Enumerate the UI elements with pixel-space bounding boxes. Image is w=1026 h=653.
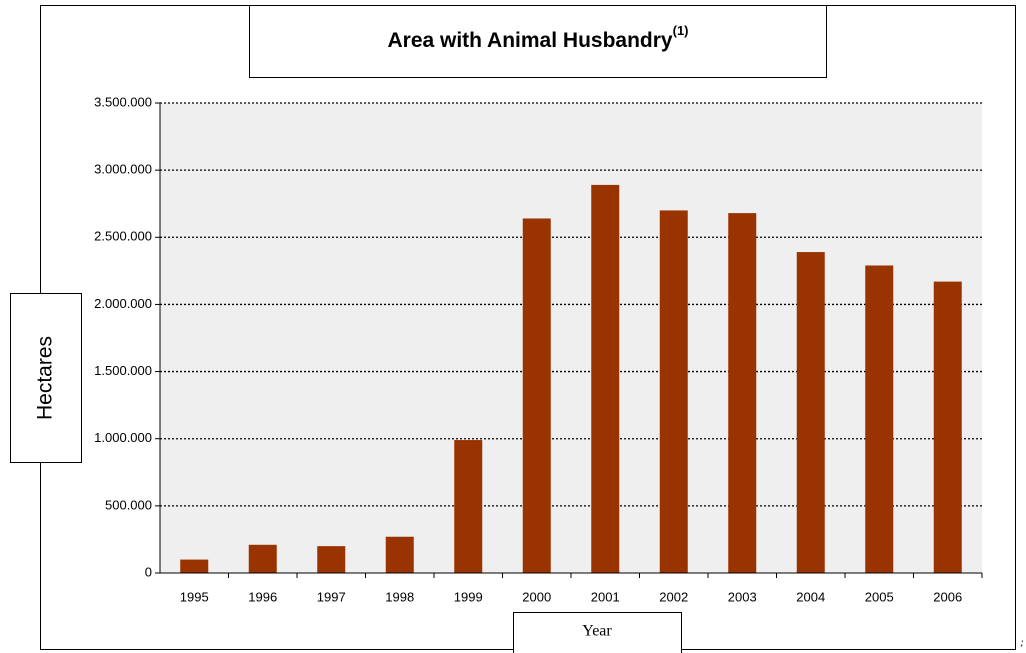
bar [317,546,346,573]
x-tick-label: 2005 [865,589,894,604]
x-tick-label: 1996 [248,589,277,604]
y-tick-label: 0 [145,564,152,579]
bar [659,210,688,573]
y-tick-label: 3.000.000 [94,162,152,177]
x-tick-label: 2001 [591,589,620,604]
x-tick-label: 1999 [454,589,483,604]
x-tick-label: 2000 [522,589,551,604]
x-tick-label: 1995 [180,589,209,604]
y-axis-label: Hectares [34,336,57,420]
chart-title: Area with Animal Husbandry(1) [387,23,688,51]
bar [248,544,277,573]
x-tick-label: 2006 [933,589,962,604]
corner-mark: ; [1020,637,1024,649]
bar [865,265,894,573]
title-box [249,5,827,78]
bar [933,281,962,573]
x-label-box [513,612,682,653]
title-text: Area with Animal Husbandry [387,29,672,52]
y-tick-label: 500.000 [105,497,152,512]
bar [728,213,757,573]
x-tick-label: 1998 [385,589,414,604]
x-tick-label: 2004 [796,589,825,604]
y-tick-label: 3.500.000 [94,94,152,109]
bar [180,559,209,573]
y-label-box [10,293,82,463]
plot-area [160,103,982,573]
bar [454,440,483,573]
y-tick-label: 1.500.000 [94,363,152,378]
y-tick-label: 2.500.000 [94,229,152,244]
y-tick-label: 2.000.000 [94,296,152,311]
x-axis-label: Year [582,623,612,640]
bar [385,536,414,573]
y-tick-label: 1.000.000 [94,430,152,445]
x-tick-label: 1997 [317,589,346,604]
bar [796,252,825,574]
bar [591,184,620,573]
x-tick-label: 2002 [659,589,688,604]
x-tick-label: 2003 [728,589,757,604]
bar [522,218,551,573]
title-note: (1) [673,23,689,38]
